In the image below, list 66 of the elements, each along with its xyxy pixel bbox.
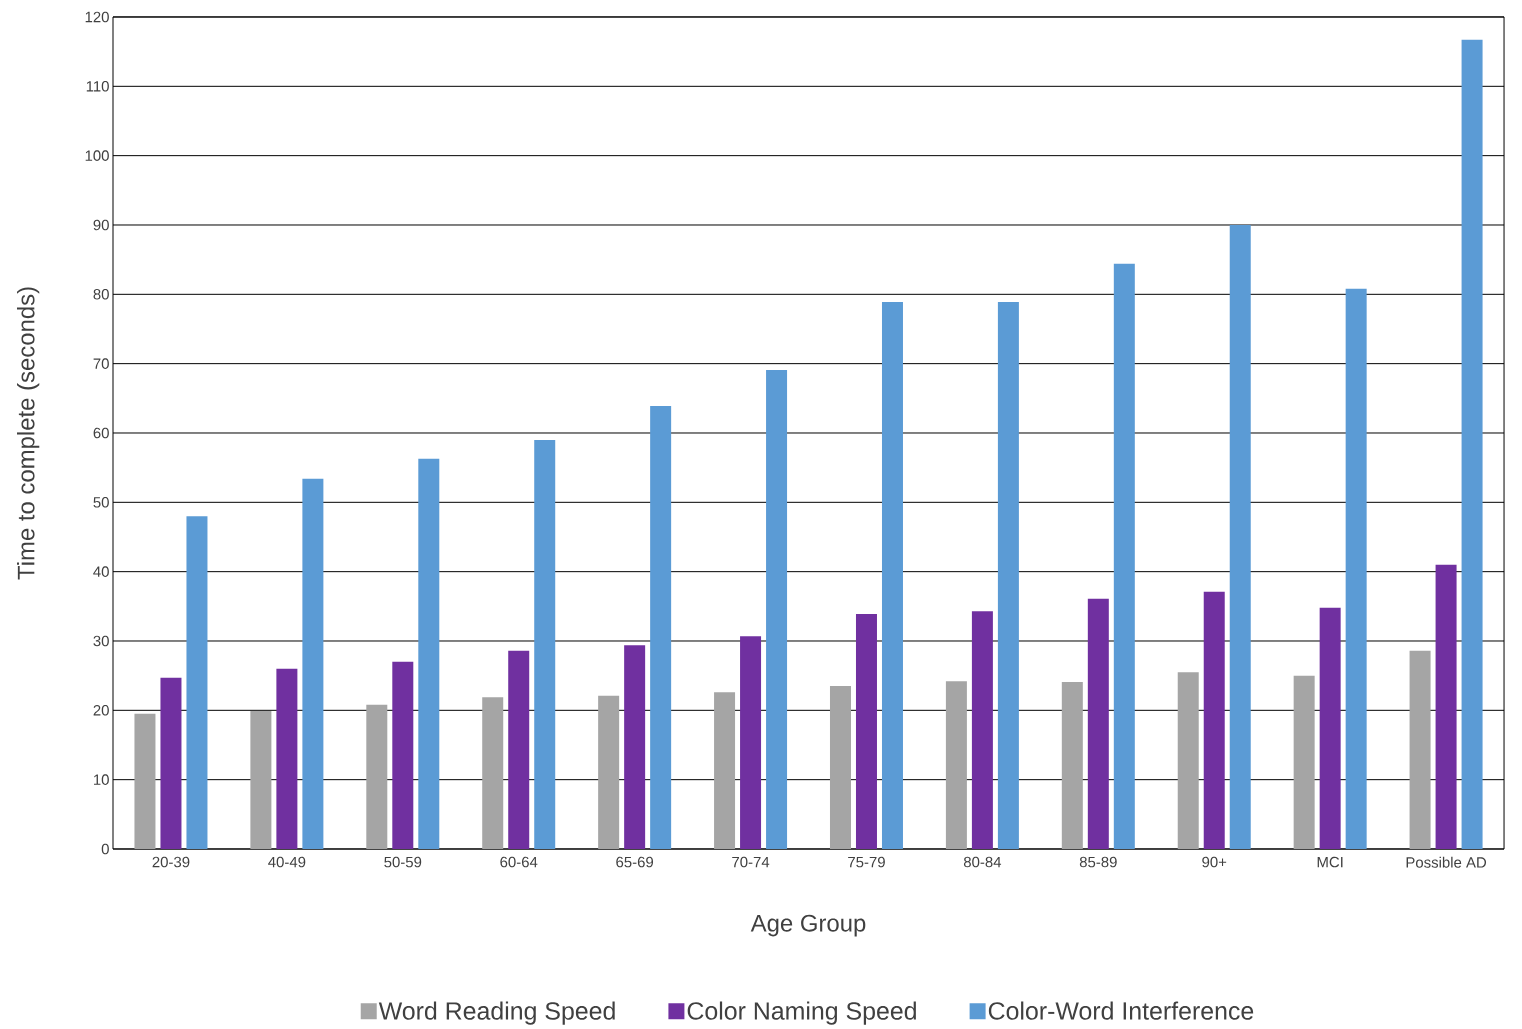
bar (1293, 675, 1315, 849)
bar (1203, 591, 1225, 849)
bar (1435, 564, 1457, 849)
x-tick-label: 80-84 (963, 856, 1002, 868)
y-tick-label: 20 (93, 705, 109, 716)
bar (302, 478, 324, 849)
y-tick-label: 0 (101, 843, 109, 855)
x-tick-label: 40-49 (268, 856, 306, 868)
bar (276, 668, 298, 849)
x-axis-title: Age Group (750, 914, 866, 937)
x-tick-label: MCI (1317, 856, 1343, 868)
y-tick-label: 100 (85, 150, 109, 161)
bar (418, 458, 440, 849)
bar (1345, 288, 1367, 849)
bar (392, 661, 414, 849)
bar (997, 301, 1019, 849)
bar (534, 439, 556, 849)
bar (366, 704, 388, 849)
bar (881, 301, 903, 849)
x-tick-label: 60-64 (500, 856, 538, 868)
y-tick-label: 10 (94, 774, 109, 785)
bar (740, 636, 762, 849)
bar (1061, 681, 1083, 849)
bar (1319, 607, 1341, 849)
bar (650, 405, 672, 849)
bar (1177, 672, 1199, 849)
bar (714, 692, 736, 849)
bar (598, 695, 620, 849)
y-tick-label: 50 (93, 497, 109, 508)
x-tick-label: 75-79 (848, 856, 885, 868)
x-tick-label: 70-74 (732, 856, 770, 868)
bar (624, 645, 646, 849)
bar (855, 613, 877, 849)
bar (766, 369, 788, 849)
y-tick-label: 60 (93, 427, 109, 439)
x-tick-label: 50-59 (384, 856, 422, 868)
x-tick-label: Possible AD (1406, 856, 1487, 868)
bar (829, 686, 851, 849)
legend-label: Word Reading Speed (378, 1001, 615, 1025)
x-tick-label: 90+ (1202, 856, 1227, 868)
legend-label: Color Naming Speed (687, 1001, 916, 1025)
y-tick-label: 40 (93, 566, 109, 577)
y-tick-label: 30 (93, 635, 109, 647)
bar (160, 677, 182, 849)
bar (134, 713, 156, 849)
legend-label: Color-Word Interference (988, 1001, 1254, 1020)
bar (482, 697, 504, 849)
bar (945, 681, 967, 849)
y-tick-label: 90 (93, 219, 109, 231)
bar (1461, 39, 1483, 849)
bar (1113, 263, 1135, 849)
y-tick-label: 80 (93, 289, 109, 300)
bar (971, 611, 993, 849)
x-tick-label: 65-69 (616, 856, 654, 868)
bar (186, 516, 208, 849)
y-tick-label: 70 (93, 358, 109, 369)
bar (1229, 224, 1251, 849)
y-tick-label: 120 (85, 11, 109, 23)
y-axis-title: Time to complete (seconds) (17, 287, 40, 580)
bar (508, 650, 530, 849)
y-tick-label: 110 (86, 81, 109, 92)
bar (1409, 650, 1431, 849)
bar (1087, 598, 1109, 849)
x-tick-label: 20-39 (152, 856, 190, 868)
bar (250, 711, 272, 849)
x-tick-label: 85-89 (1079, 856, 1117, 868)
